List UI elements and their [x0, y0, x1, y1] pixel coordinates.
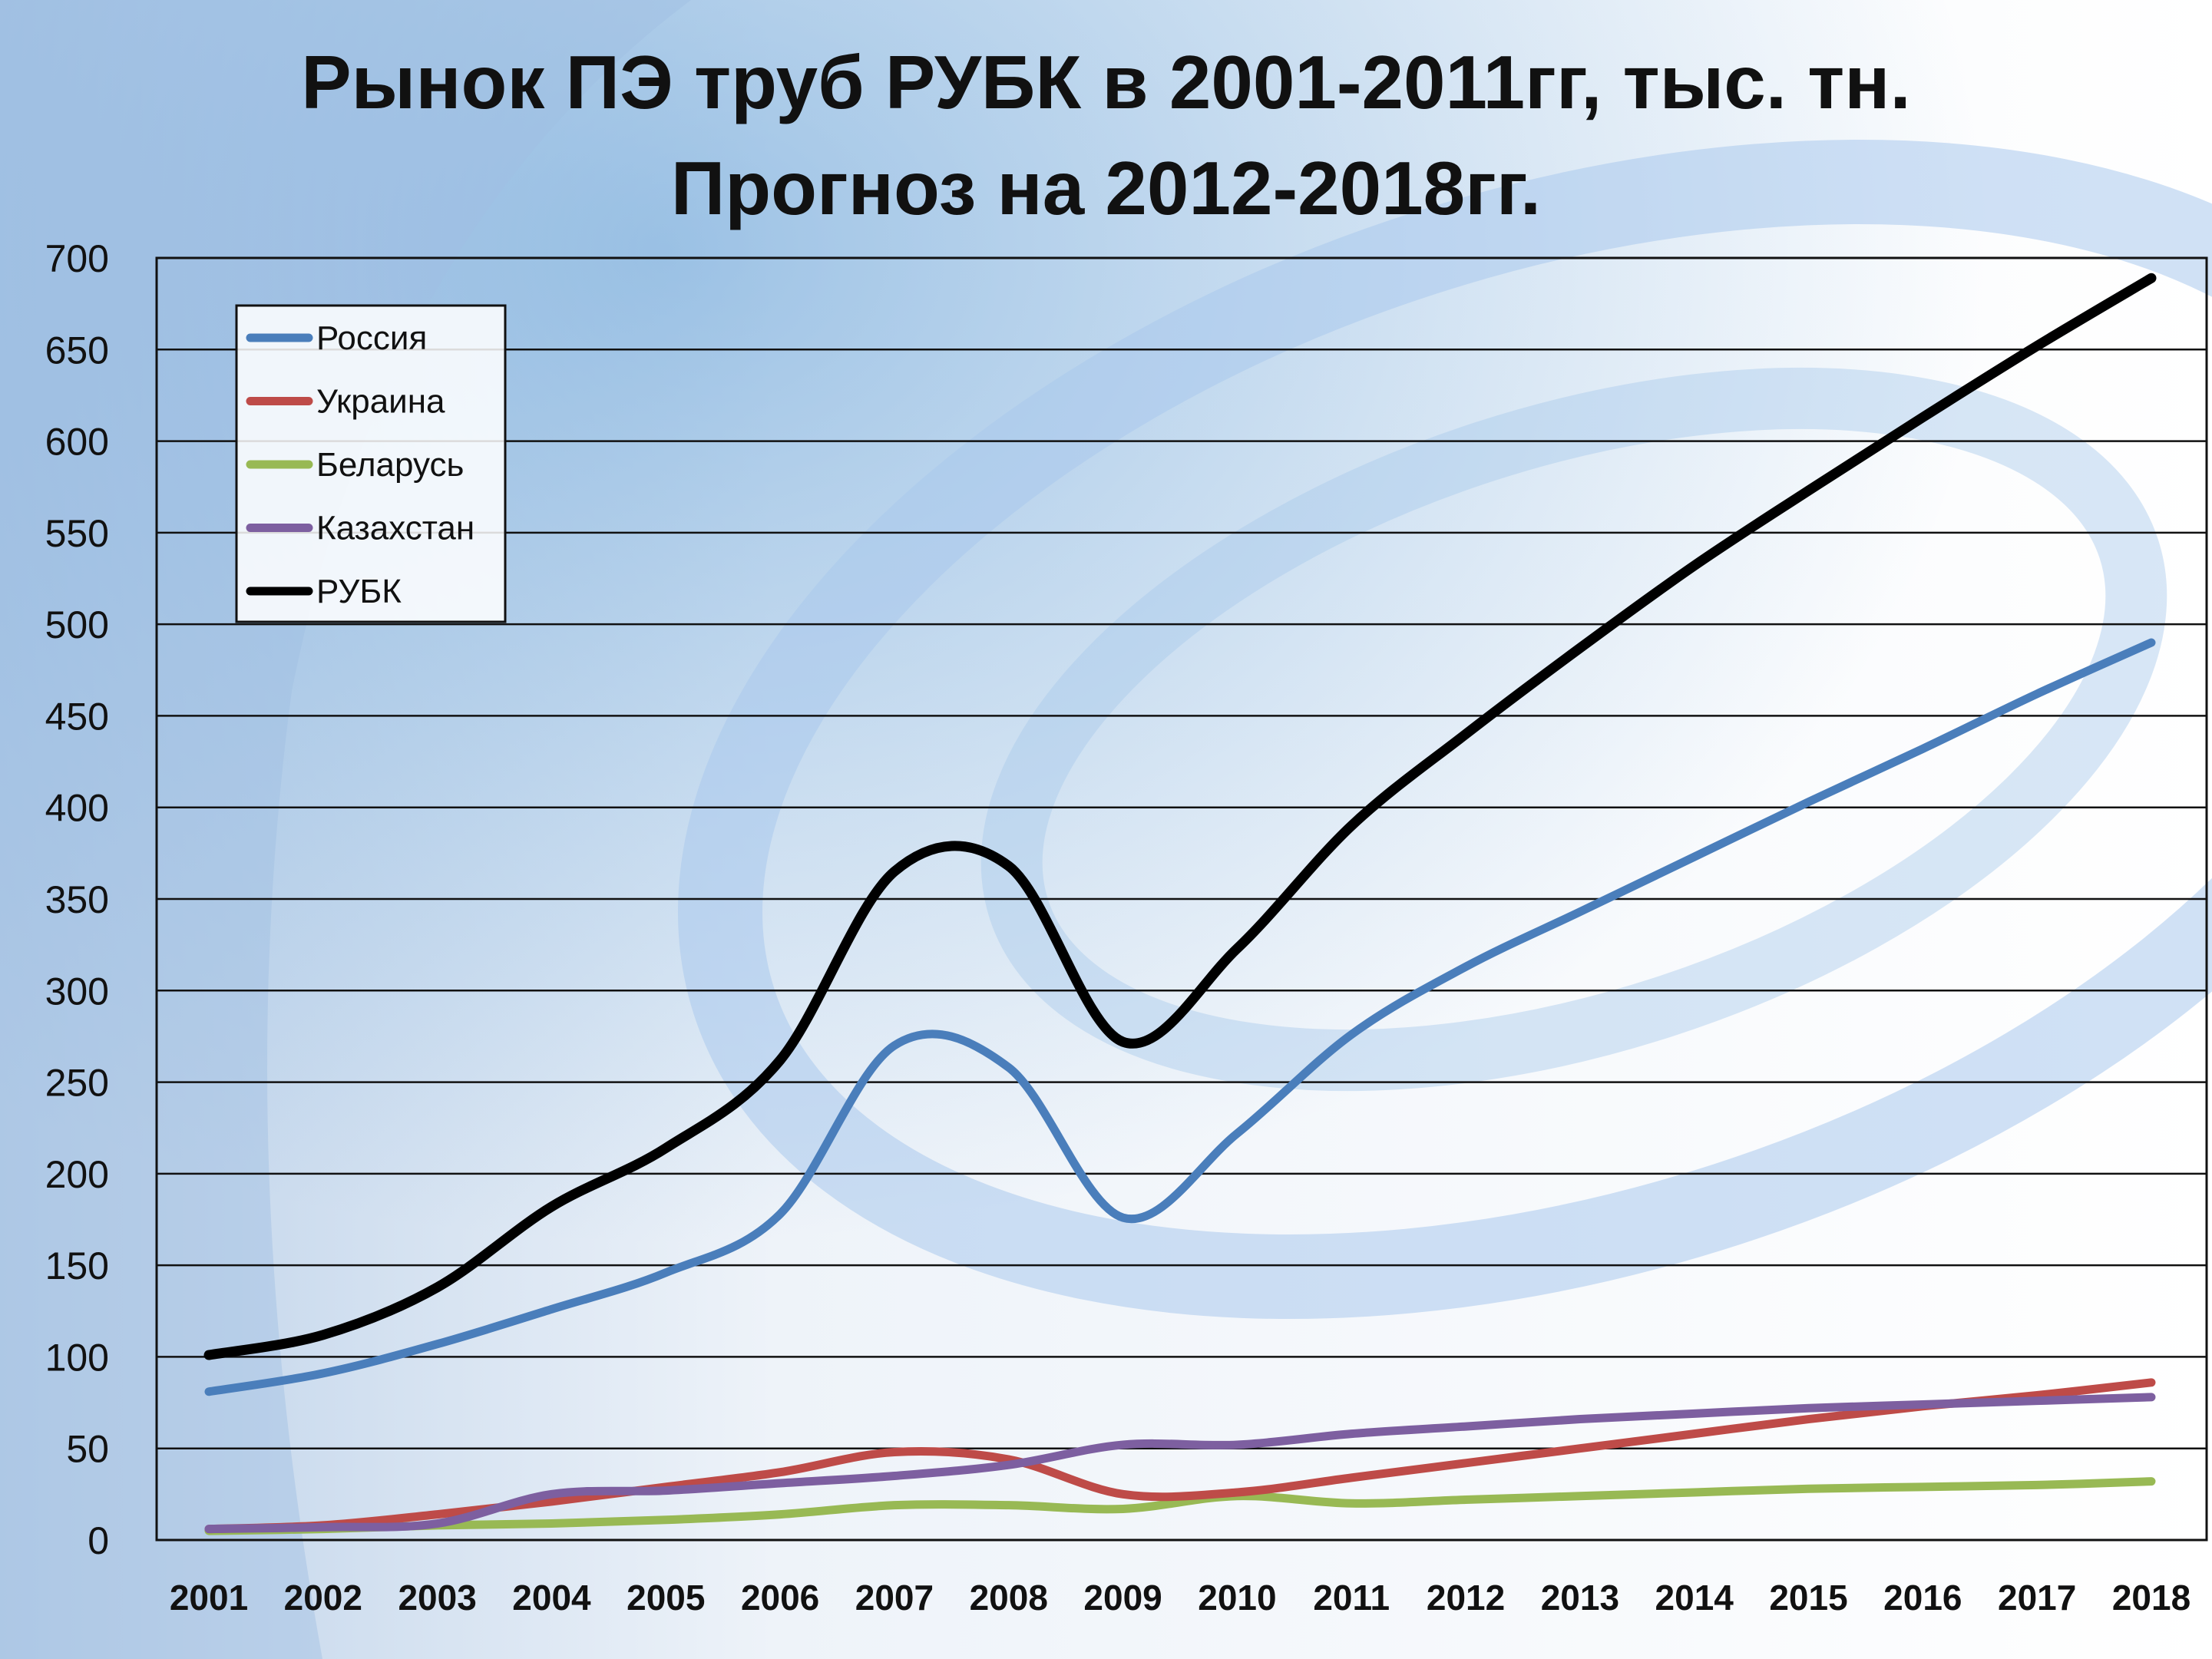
legend: Россия Украина Беларусь Казахстан РУБК — [235, 304, 507, 623]
y-tick-label: 700 — [45, 237, 109, 280]
y-tick-label: 600 — [45, 421, 109, 464]
x-tick-label: 2007 — [855, 1578, 934, 1618]
x-tick-label: 2018 — [2112, 1578, 2191, 1618]
x-tick-label: 2008 — [970, 1578, 1048, 1618]
legend-label: РУБК — [316, 573, 402, 610]
x-tick-label: 2005 — [627, 1578, 705, 1618]
plot-area-border — [155, 256, 2208, 1542]
x-tick-label: 2016 — [1883, 1578, 1962, 1618]
x-tick-label: 2011 — [1313, 1578, 1390, 1618]
x-tick-label: 2004 — [512, 1578, 591, 1618]
x-tick-label: 2014 — [1655, 1578, 1734, 1618]
y-tick-label: 300 — [45, 970, 109, 1013]
y-tick-label: 200 — [45, 1153, 109, 1196]
x-tick-label: 2015 — [1769, 1578, 1847, 1618]
y-tick-label: 400 — [45, 787, 109, 830]
legend-label: Беларусь — [316, 446, 464, 484]
x-tick-label: 2009 — [1083, 1578, 1162, 1618]
x-tick-label: 2006 — [741, 1578, 819, 1618]
x-axis-ticks: 2001 2002 2003 2004 2005 2006 2007 2008 2009 2010… — [170, 1578, 2191, 1618]
y-tick-label: 0 — [88, 1519, 109, 1562]
y-tick-label: 350 — [45, 878, 109, 921]
x-tick-label: 2012 — [1427, 1578, 1505, 1618]
y-tick-label: 250 — [45, 1062, 109, 1105]
y-tick-label: 100 — [45, 1336, 109, 1379]
series-line-1 — [204, 1378, 2156, 1534]
chart-title-line-1: Рынок ПЭ труб РУБК в 2001-2011гг, тыс. т… — [301, 40, 1911, 124]
legend-label: Россия — [316, 319, 427, 357]
series-line-0 — [204, 638, 2156, 1396]
series-line-3 — [204, 1393, 2156, 1534]
legend-label: Казахстан — [316, 510, 474, 547]
x-tick-label: 2002 — [284, 1578, 362, 1618]
series-line-2 — [204, 1477, 2156, 1535]
y-tick-label: 450 — [45, 695, 109, 738]
legend-label: Украина — [316, 383, 445, 421]
y-tick-label: 150 — [45, 1244, 109, 1287]
y-tick-label: 650 — [45, 329, 109, 372]
chart-title: Рынок ПЭ труб РУБК в 2001-2011гг, тыс. т… — [0, 29, 2212, 241]
series-lines — [203, 273, 2157, 1535]
y-tick-label: 50 — [66, 1428, 109, 1471]
x-tick-label: 2003 — [398, 1578, 476, 1618]
x-tick-label: 2001 — [170, 1578, 248, 1618]
y-tick-label: 550 — [45, 512, 109, 555]
x-tick-label: 2013 — [1541, 1578, 1619, 1618]
y-axis-ticks: 0 50 100 150 200 250 300 350 400 450 500 550 600 650 7… — [45, 237, 109, 1562]
x-tick-label: 2010 — [1198, 1578, 1276, 1618]
x-tick-label: 2017 — [1998, 1578, 2076, 1618]
series-line-4 — [203, 273, 2157, 1360]
chart-title-line-2: Прогноз на 2012-2018гг. — [670, 146, 1542, 230]
y-tick-label: 500 — [45, 603, 109, 646]
